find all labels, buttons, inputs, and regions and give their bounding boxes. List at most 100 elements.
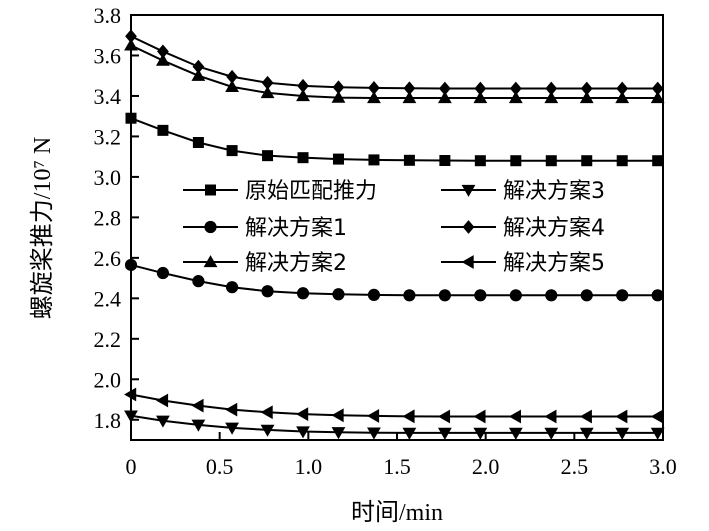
- data-point: [580, 289, 593, 302]
- data-point: [260, 86, 275, 99]
- data-point: [437, 409, 451, 424]
- data-point: [581, 155, 593, 167]
- legend-label: 原始匹配推力: [245, 179, 377, 204]
- y-axis: 1.8 2.0 2.2 2.4 2.6 2.8 3.0 3.2 3.4 3.6 3.8: [94, 3, 139, 433]
- data-point: [225, 281, 239, 294]
- data-point: [156, 415, 170, 428]
- data-point: [474, 81, 487, 96]
- series-line: [130, 263, 658, 297]
- data-point: [332, 153, 344, 165]
- legend-label: 解决方案3: [503, 179, 605, 204]
- y-tick-label: 3.6: [94, 43, 122, 68]
- data-point: [579, 427, 594, 440]
- data-point: [261, 285, 274, 298]
- data-point: [510, 155, 522, 167]
- data-point: [156, 53, 170, 66]
- data-point: [261, 75, 274, 90]
- y-tick-label: 3.4: [94, 84, 122, 109]
- series-line: [130, 35, 658, 90]
- x-tick-label: 2.5: [561, 454, 589, 479]
- data-point: [332, 80, 345, 95]
- legend-label: 解决方案4: [503, 216, 605, 241]
- data-point: [615, 427, 630, 440]
- data-point: [545, 289, 558, 302]
- data-point: [225, 422, 239, 435]
- data-point: [403, 289, 416, 302]
- data-point: [544, 409, 557, 424]
- data-point: [615, 409, 628, 424]
- data-point: [509, 289, 522, 302]
- x-tick-label: 2.0: [472, 454, 500, 479]
- data-point: [474, 289, 487, 302]
- legend-label: 解决方案1: [245, 216, 347, 241]
- data-point: [439, 81, 451, 96]
- data-point: [439, 155, 451, 167]
- data-point: [260, 405, 273, 420]
- y-tick-label: 1.8: [94, 408, 122, 433]
- legend-item: 解决方案4: [441, 216, 605, 241]
- data-point: [403, 81, 416, 96]
- data-point: [331, 90, 346, 103]
- data-point: [156, 393, 169, 408]
- data-point: [192, 59, 205, 74]
- data-point: [402, 409, 415, 424]
- legend-item: 解决方案3: [441, 179, 605, 204]
- legend-marker: [205, 184, 216, 196]
- data-point: [331, 427, 346, 440]
- data-point: [474, 155, 486, 167]
- data-point: [402, 91, 417, 104]
- x-tick-label: 3.0: [649, 454, 677, 479]
- legend-item: 解决方案2: [183, 251, 347, 276]
- data-point: [367, 427, 381, 440]
- series-line: [130, 117, 658, 162]
- data-point: [157, 44, 169, 59]
- data-point: [262, 150, 274, 162]
- x-axis: 0 0.5 1.0 1.5 2.0 2.5 3.0: [126, 432, 677, 479]
- y-tick-label: 2.6: [94, 246, 122, 271]
- data-point: [260, 424, 275, 437]
- legend-item: 解决方案1: [183, 216, 347, 241]
- data-point: [579, 91, 594, 104]
- series-4: [124, 410, 665, 440]
- data-point: [579, 409, 592, 424]
- series-5: [125, 29, 664, 96]
- legend-label: 解决方案5: [503, 251, 605, 276]
- data-point: [509, 81, 522, 96]
- data-point: [508, 409, 521, 424]
- y-tick-label: 3.8: [94, 3, 122, 28]
- data-point: [508, 91, 523, 104]
- x-axis-title: 时间/min: [351, 499, 443, 526]
- data-point: [651, 81, 664, 96]
- y-tick-label: 2.8: [94, 205, 122, 230]
- data-point: [544, 427, 559, 440]
- data-point: [616, 289, 629, 302]
- legend-item: 解决方案5: [441, 251, 605, 276]
- data-point: [438, 289, 451, 302]
- x-tick-label: 0: [126, 454, 137, 479]
- series-line: [130, 393, 658, 418]
- y-tick-label: 3.2: [94, 124, 122, 149]
- data-point: [157, 124, 169, 136]
- x-tick-label: 0.5: [206, 454, 234, 479]
- legend-marker: [461, 255, 474, 269]
- data-point: [544, 91, 559, 104]
- data-point: [191, 419, 206, 432]
- data-point: [192, 137, 204, 148]
- data-point: [192, 275, 205, 288]
- x-tick-label: 1.5: [383, 454, 411, 479]
- legend-marker: [204, 220, 217, 234]
- y-tick-label: 2.4: [94, 286, 122, 311]
- data-point: [437, 91, 452, 104]
- data-point: [191, 398, 204, 413]
- legend-label: 解决方案2: [245, 251, 347, 276]
- data-point: [651, 289, 664, 302]
- data-point: [226, 145, 238, 157]
- data-point: [368, 80, 380, 95]
- data-point: [473, 91, 488, 104]
- series-3: [124, 38, 665, 104]
- data-point: [403, 154, 415, 166]
- y-tick-label: 3.0: [94, 165, 122, 190]
- data-point: [616, 155, 628, 167]
- data-point: [225, 79, 239, 93]
